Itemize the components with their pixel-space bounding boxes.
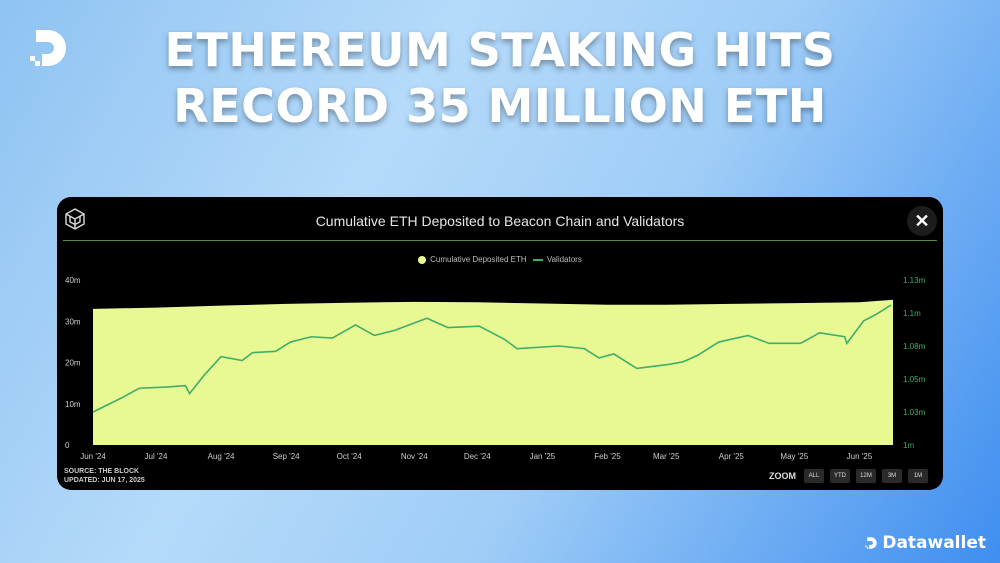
x-tick-label: Sep '24 <box>273 452 300 461</box>
chart-plot: Jun '24 Jul '24 Aug '24 Sep '24 Oct '24 Nov '… <box>65 276 926 461</box>
legend-label-validators: Validators <box>546 255 582 264</box>
y-left-tick-label: 20m <box>65 359 81 368</box>
zoom-label: ZOOM <box>769 471 796 481</box>
zoom-controls: ZOOM ALL YTD 12M 3M 1M <box>769 469 928 483</box>
legend-dot-icon <box>418 255 427 264</box>
x-tick-label: Nov '24 <box>401 452 428 461</box>
source-note: SOURCE: THE BLOCK UPDATED: JUN 17, 2025 <box>64 467 145 485</box>
zoom-3m-button[interactable]: 3M <box>882 469 902 483</box>
y-right-tick-label: 1.13m <box>903 276 926 285</box>
brand-name: Datawallet <box>882 533 986 553</box>
validators-line <box>92 304 892 413</box>
chart-card: Cumulative ETH Deposited to Beacon Chain… <box>57 197 943 490</box>
legend-line-icon <box>532 258 543 261</box>
legend-label-deposited: Cumulative Deposited ETH <box>430 255 527 264</box>
datawallet-logo-icon <box>30 30 66 66</box>
headline-line-2: RECORD 35 MILLION ETH <box>173 79 827 133</box>
legend-item-deposited[interactable]: Cumulative Deposited ETH <box>418 255 527 264</box>
zoom-1m-button[interactable]: 1M <box>908 469 928 483</box>
y-right-tick-label: 1.03m <box>903 408 926 417</box>
x-tick-label: Feb '25 <box>594 452 621 461</box>
updated-text: UPDATED: JUN 17, 2025 <box>64 477 145 484</box>
x-tick-label: Oct '24 <box>337 452 363 461</box>
x-tick-label: Jun '24 <box>80 452 106 461</box>
headline-line-1: ETHEREUM STAKING HITS <box>164 23 836 77</box>
headline: ETHEREUM STAKING HITS RECORD 35 MILLION … <box>0 22 1000 134</box>
x-tick-label: May '25 <box>780 452 808 461</box>
theblock-cube-icon <box>65 208 85 230</box>
x-tick-label: Apr '25 <box>719 452 745 461</box>
x-tick-label: Jul '24 <box>145 452 168 461</box>
y-left-tick-label: 10m <box>65 400 81 409</box>
deposited-eth-area <box>93 299 893 445</box>
zoom-all-button[interactable]: ALL <box>804 469 824 483</box>
close-button[interactable]: ✕ <box>907 206 937 236</box>
x-tick-label: Mar '25 <box>653 452 680 461</box>
y-right-tick-label: 1m <box>903 441 914 450</box>
y-left-tick-label: 40m <box>65 276 81 285</box>
y-left-tick-label: 0 <box>65 441 70 450</box>
y-right-tick-label: 1.1m <box>903 309 921 318</box>
y-right-tick-label: 1.05m <box>903 375 926 384</box>
legend-item-validators[interactable]: Validators <box>529 255 582 264</box>
x-tick-label: Jun '25 <box>847 452 873 461</box>
datawallet-small-logo-icon <box>865 537 878 549</box>
x-tick-label: Dec '24 <box>464 452 491 461</box>
chart-title: Cumulative ETH Deposited to Beacon Chain… <box>315 213 685 229</box>
y-left-tick-label: 30m <box>65 317 81 326</box>
zoom-ytd-button[interactable]: YTD <box>830 469 850 483</box>
chart-legend: Cumulative Deposited ETH Validators <box>57 255 943 264</box>
x-tick-label: Jan '25 <box>530 452 556 461</box>
brand-mark: Datawallet <box>864 533 986 553</box>
source-text: SOURCE: THE BLOCK <box>64 468 140 475</box>
y-right-tick-label: 1.08m <box>903 342 926 351</box>
title-divider <box>63 240 937 241</box>
zoom-12m-button[interactable]: 12M <box>856 469 876 483</box>
x-tick-label: Aug '24 <box>208 452 235 461</box>
